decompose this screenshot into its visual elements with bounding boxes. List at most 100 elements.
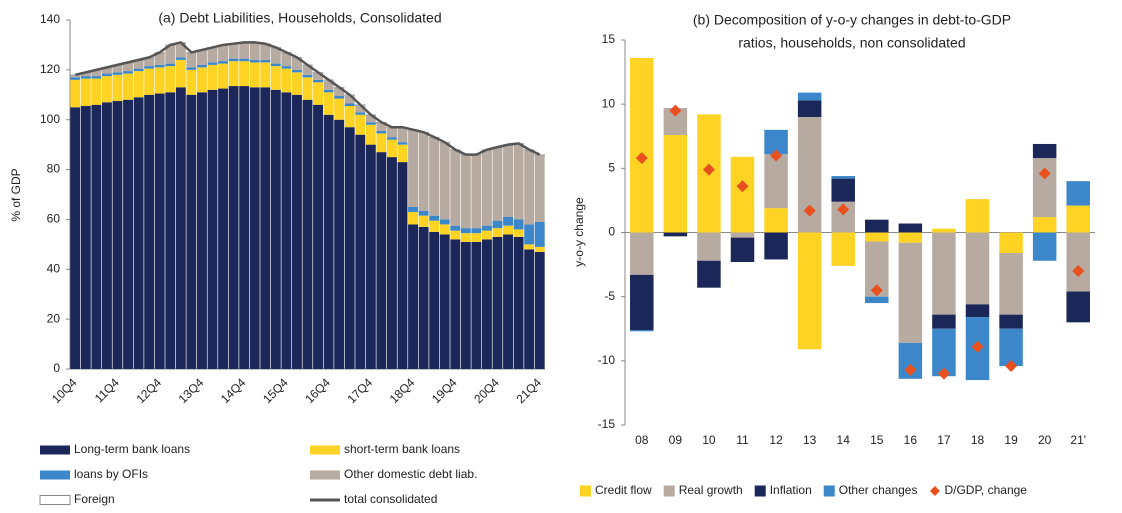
bar-segment [513, 219, 524, 230]
bar-segment [492, 220, 503, 229]
bar-segment [503, 145, 514, 217]
bar-segment [408, 206, 419, 212]
legend-label: total consolidated [344, 492, 437, 506]
x-tick-label: 20 [1038, 433, 1052, 447]
bar-segment [630, 232, 654, 275]
bar-segment [376, 152, 387, 369]
y-tick-label: 80 [47, 162, 61, 176]
legend-label: Other changes [839, 483, 918, 497]
bar-segment [123, 73, 134, 100]
bar-segment [270, 89, 281, 370]
bar-segment [196, 92, 207, 370]
y-tick-label: 60 [47, 212, 61, 226]
x-tick-label: 11 [736, 433, 749, 447]
bar-segment [365, 124, 376, 145]
bar-segment [450, 230, 461, 240]
bar-segment [471, 233, 482, 242]
bar-segment [281, 92, 292, 370]
bar-segment [260, 44, 271, 60]
bar-segment [797, 92, 822, 101]
marker [669, 104, 682, 117]
bar-segment [101, 76, 112, 103]
bar-segment [70, 107, 81, 369]
bar-segment [228, 61, 239, 87]
bar-segment [408, 130, 419, 207]
bar-segment [999, 253, 1023, 315]
bar-segment [730, 156, 755, 233]
bar-segment [218, 63, 229, 89]
bar-segment [133, 71, 144, 98]
y-tick-label: 120 [40, 62, 60, 76]
bar-segment [207, 62, 218, 65]
legend-swatch [39, 495, 71, 505]
bar-segment [218, 45, 229, 62]
bar-segment [112, 65, 123, 73]
bar-segment [344, 95, 355, 104]
bar-segment [764, 232, 788, 260]
bar-segment [513, 229, 524, 237]
y-axis-label: y-o-y change [572, 197, 586, 267]
legend-label: Real growth [679, 483, 743, 497]
bar-segment [175, 43, 186, 58]
bar-segment [630, 274, 654, 331]
y-axis-label: % of GDP [9, 168, 23, 221]
bar-segment [1066, 181, 1090, 206]
bar-segment [154, 93, 165, 370]
bar-segment [101, 73, 112, 77]
bar-segment [291, 58, 302, 70]
legend-swatch [754, 485, 766, 497]
marker [702, 163, 715, 176]
bar-segment [207, 64, 218, 90]
bar-segment [239, 58, 250, 62]
bar-segment [534, 154, 545, 156]
bar-segment [376, 133, 387, 153]
legend-label: Inflation [770, 483, 812, 497]
bar-segment [999, 314, 1023, 329]
marker [937, 367, 950, 380]
bar-segment [397, 142, 408, 145]
x-tick-label: 10 [702, 433, 716, 447]
y-tick-label: 100 [40, 112, 60, 126]
bar-segment [797, 100, 822, 117]
bar-segment [865, 219, 889, 233]
bar-segment [797, 232, 822, 350]
bar-segment [334, 96, 345, 99]
bar-segment [281, 66, 292, 69]
legend-label: Credit flow [595, 483, 652, 497]
bar-segment [112, 72, 123, 75]
legend-swatch [310, 470, 340, 480]
x-tick-label: 14 [837, 433, 851, 447]
y-tick-label: 140 [40, 12, 60, 26]
bar-segment [165, 92, 176, 370]
bar-segment [408, 224, 419, 369]
bar-segment [932, 328, 956, 377]
bar-segment [218, 61, 229, 64]
x-tick-label: 17 [937, 433, 951, 447]
bar-segment [123, 71, 134, 74]
bar-segment [450, 225, 461, 231]
bar-segment [334, 119, 345, 369]
bar-segment [524, 224, 535, 245]
bar-segment [764, 208, 788, 233]
bar-segment [291, 69, 302, 73]
bar-segment [534, 155, 545, 222]
bar-segment [865, 296, 889, 304]
marker [1072, 265, 1085, 277]
bar-segment [898, 232, 923, 243]
bar-segment [534, 251, 545, 369]
legend-swatch [823, 485, 835, 497]
y-tick-label: 0 [608, 225, 615, 239]
bar-segment [481, 225, 492, 231]
bar-segment [418, 215, 429, 227]
bar-segment [831, 176, 855, 179]
bar-segment [123, 63, 134, 72]
bar-segment [302, 77, 313, 100]
bar-segment [503, 234, 514, 369]
bar-segment [302, 65, 313, 75]
legend-swatch [663, 485, 675, 497]
bar-segment [1032, 143, 1057, 159]
bar-segment [764, 154, 788, 209]
bar-segment [91, 76, 102, 79]
bar-segment [386, 139, 397, 158]
